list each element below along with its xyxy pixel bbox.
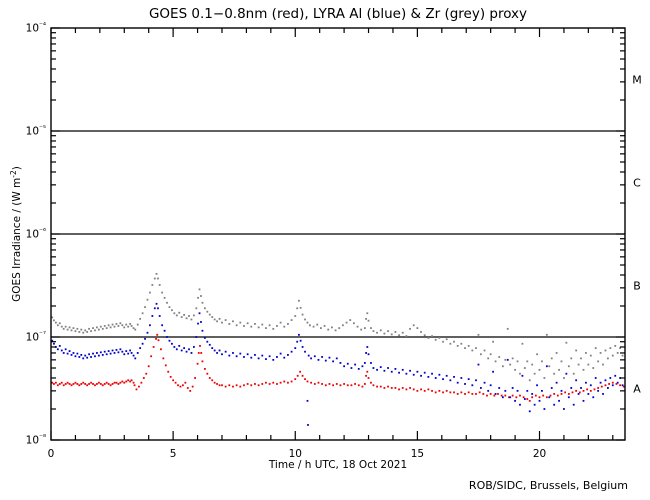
x-tick-label: 15	[411, 448, 424, 460]
y-tick-label: 10⁻⁶	[26, 227, 46, 241]
x-tick-label: 10	[289, 448, 302, 460]
y-tick-label: 10⁻⁸	[26, 433, 46, 447]
flare-class-M: M	[632, 74, 642, 87]
flare-class-C: C	[633, 177, 641, 190]
credit-label: ROB/SIDC, Brussels, Belgium	[469, 479, 628, 492]
x-tick-label: 5	[170, 448, 177, 460]
chart-title: GOES 0.1−0.8nm (red), LYRA Al (blue) & Z…	[149, 6, 527, 22]
axis-ticks	[50, 27, 625, 441]
y-tick-label: 10⁻⁵	[26, 124, 46, 138]
flare-class-A: A	[633, 383, 641, 396]
y-tick-label: 10⁻⁴	[26, 21, 46, 35]
series-0	[51, 333, 625, 402]
series-1	[51, 302, 624, 426]
y-axis-title: GOES Irradiance / (W m-2)	[9, 166, 23, 302]
y-tick-labels: 10⁻⁴ 10⁻⁵ 10⁻⁶ 10⁻⁷ 10⁻⁸	[26, 21, 46, 447]
y-tick-label: 10⁻⁷	[26, 330, 46, 344]
series-2	[51, 272, 624, 382]
svg-text:GOES Irradiance / (W m-2): GOES Irradiance / (W m-2)	[9, 166, 23, 302]
x-tick-label: 0	[48, 448, 55, 460]
x-axis-title: Time / h UTC, 18 Oct 2021	[268, 459, 407, 471]
data-series-layer	[51, 272, 625, 426]
flare-class-labels: M C B A	[632, 74, 642, 396]
x-tick-labels: 0 5 10 15 20	[48, 448, 547, 460]
flare-class-B: B	[633, 280, 641, 293]
gridlines	[51, 130, 625, 338]
x-tick-label: 20	[533, 448, 546, 460]
